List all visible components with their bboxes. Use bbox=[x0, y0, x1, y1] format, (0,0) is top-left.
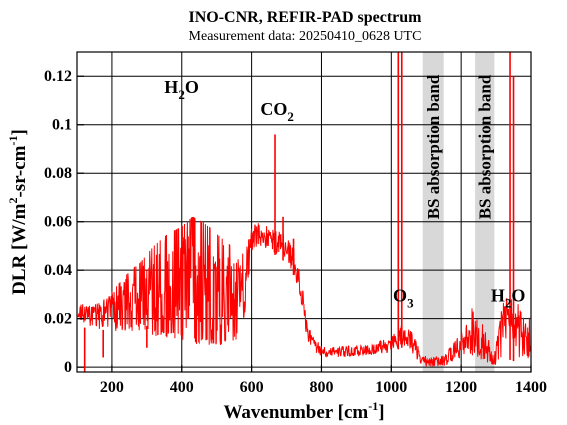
band-label-2: BS absorption band bbox=[476, 74, 495, 219]
absorption-bands: BS absorption band BS absorption band bbox=[422, 52, 495, 372]
y-tick-label: 0.02 bbox=[44, 311, 72, 328]
annotation-3: O3 bbox=[393, 286, 414, 311]
y-tick-label: 0.06 bbox=[44, 214, 72, 231]
plot-frame bbox=[76, 51, 532, 373]
y-tick-label: 0.08 bbox=[44, 165, 72, 182]
absorption-band-1 bbox=[422, 52, 444, 372]
x-tick-labels: 200 400 600 800 1000 1200 1400 bbox=[100, 379, 547, 396]
y-axis-label: DLR [W/m2-sr-cm-1] bbox=[6, 129, 30, 295]
annotations: H2O CO2 O3 H2O bbox=[164, 77, 525, 310]
data-series bbox=[77, 52, 532, 372]
annotation-1: H2O bbox=[164, 77, 199, 102]
absorption-band-2 bbox=[475, 52, 495, 372]
spectrum-line bbox=[77, 216, 532, 367]
y-tick-labels: 0 0.02 0.04 0.06 0.08 0.1 0.12 bbox=[44, 68, 72, 376]
axis-ticks bbox=[77, 75, 532, 372]
x-tick-label: 600 bbox=[240, 379, 264, 396]
chart-subtitle: Measurement data: 20250410_0628 UTC bbox=[189, 29, 422, 44]
x-axis-label: Wavenumber [cm-1] bbox=[223, 399, 384, 423]
x-tick-label: 200 bbox=[100, 379, 124, 396]
y-tick-label: 0.04 bbox=[44, 262, 72, 279]
annotation-2: CO2 bbox=[260, 99, 294, 124]
x-tick-label: 800 bbox=[309, 379, 333, 396]
x-tick-label: 1200 bbox=[445, 379, 477, 396]
y-tick-label: 0.12 bbox=[44, 68, 72, 85]
chart-title: INO-CNR, REFIR-PAD spectrum bbox=[188, 9, 422, 26]
band-label-1: BS absorption band bbox=[424, 74, 443, 219]
grid-lines bbox=[77, 52, 531, 372]
y-tick-label: 0 bbox=[64, 359, 72, 376]
x-tick-label: 400 bbox=[170, 379, 194, 396]
y-tick-label: 0.1 bbox=[52, 117, 72, 134]
plot-area: BS absorption band BS absorption band bbox=[76, 51, 532, 373]
x-tick-label: 1000 bbox=[375, 379, 407, 396]
annotation-4: H2O bbox=[491, 286, 526, 311]
x-tick-label: 1400 bbox=[515, 379, 547, 396]
